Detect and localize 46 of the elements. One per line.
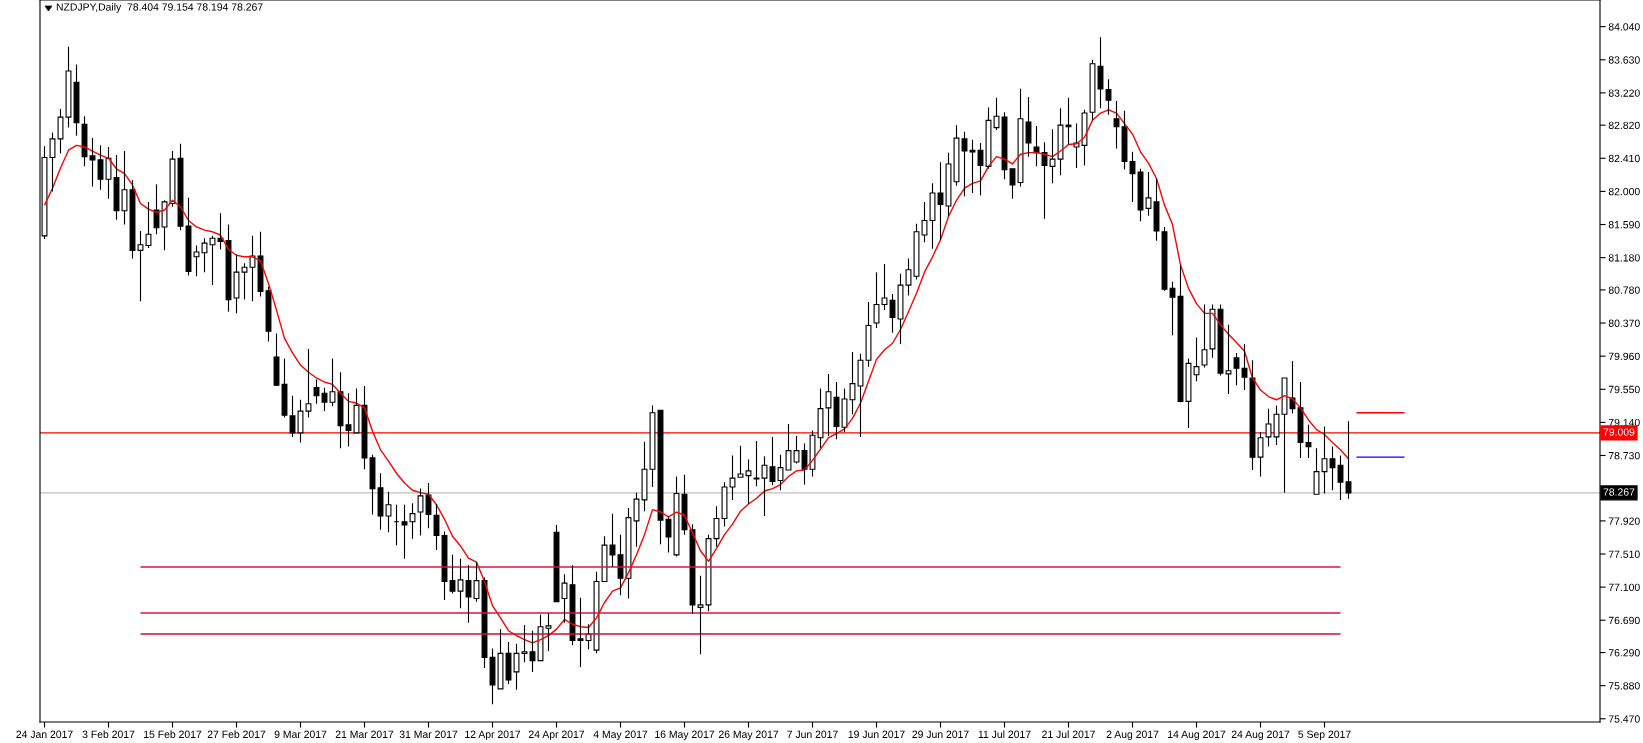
x-tick-label: 14 Aug 2017 bbox=[1168, 730, 1226, 741]
y-tick-label: 81.590 bbox=[1608, 221, 1640, 229]
y-tick-label: 79.140 bbox=[1608, 418, 1640, 427]
x-tick-label: 3 Feb 2017 bbox=[82, 730, 135, 738]
y-tick-label: 76.690 bbox=[1608, 616, 1640, 625]
x-tick-label: 9 Mar 2017 bbox=[274, 730, 327, 738]
x-tick-label: 15 Feb 2017 bbox=[144, 730, 202, 738]
y-tick-label: 81.180 bbox=[1608, 254, 1640, 262]
y-tick-label: 78.730 bbox=[1608, 451, 1640, 460]
y-tick-label: 77.920 bbox=[1608, 517, 1640, 525]
y-tick-label: 75.880 bbox=[1608, 682, 1640, 690]
x-tick-label: 26 May 2017 bbox=[718, 730, 779, 741]
y-tick-label: 80.370 bbox=[1608, 319, 1640, 327]
x-tick-label: 2 Aug 2017 bbox=[1106, 730, 1159, 741]
x-tick-label: 7 Jun 2017 bbox=[787, 730, 838, 738]
x-tick-label: 16 May 2017 bbox=[655, 730, 715, 741]
ref-line-label: 79.009 bbox=[1603, 428, 1635, 436]
y-tick-label: 77.510 bbox=[1608, 550, 1640, 558]
x-tick-label: 12 Apr 2017 bbox=[465, 730, 521, 741]
x-tick-label: 19 Jun 2017 bbox=[848, 730, 905, 738]
y-tick-label: 82.000 bbox=[1608, 187, 1640, 196]
y-tick-label: 82.410 bbox=[1608, 154, 1640, 163]
x-tick-label: 29 Jun 2017 bbox=[912, 730, 969, 738]
x-tick-label: 4 May 2017 bbox=[593, 730, 648, 741]
x-tick-label: 21 Mar 2017 bbox=[335, 730, 394, 738]
y-tick-label: 83.220 bbox=[1608, 89, 1640, 97]
y-tick-label: 79.550 bbox=[1608, 385, 1640, 394]
y-tick-label: 80.780 bbox=[1608, 286, 1640, 294]
y-tick-label: 77.100 bbox=[1608, 583, 1640, 592]
chart-title: NZDJPY,Daily 78.404 79.154 78.194 78.267 bbox=[56, 3, 263, 13]
x-tick-label: 21 Jul 2017 bbox=[1042, 730, 1095, 738]
y-tick-label: 84.040 bbox=[1608, 23, 1640, 31]
y-tick-label: 83.630 bbox=[1608, 56, 1640, 64]
y-tick-label: 82.820 bbox=[1608, 121, 1640, 130]
ref-line-label: 78.267 bbox=[1603, 488, 1635, 496]
x-tick-label: 5 Sep 2017 bbox=[1298, 730, 1351, 741]
x-tick-label: 24 Jan 2017 bbox=[16, 730, 73, 738]
y-tick-label: 79.960 bbox=[1608, 352, 1640, 361]
x-tick-label: 24 Aug 2017 bbox=[1231, 730, 1290, 741]
x-tick-label: 11 Jul 2017 bbox=[978, 730, 1031, 738]
y-tick-label: 76.290 bbox=[1608, 649, 1640, 657]
y-tick-label: 75.470 bbox=[1608, 715, 1640, 723]
x-tick-label: 27 Feb 2017 bbox=[207, 730, 266, 738]
x-tick-label: 24 Apr 2017 bbox=[528, 730, 585, 741]
x-tick-label: 31 Mar 2017 bbox=[399, 730, 458, 738]
candlestick bbox=[1105, 78, 1112, 116]
